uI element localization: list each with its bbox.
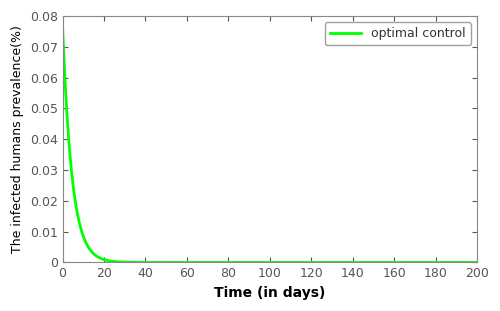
optimal control (421, 261, 427, 264)
Line: optimal control: optimal control (62, 26, 477, 262)
optimal control (218, 261, 224, 264)
optimal control (132, 261, 138, 264)
optimal control (107, 259, 113, 263)
Y-axis label: The infected humans prevalence(%): The infected humans prevalence(%) (11, 26, 24, 253)
optimal control (466, 261, 472, 264)
optimal control (236, 261, 242, 264)
optimal control (60, 24, 66, 27)
Legend: optimal control: optimal control (325, 22, 470, 45)
X-axis label: Time (in days): Time (in days) (214, 286, 326, 300)
optimal control (474, 261, 480, 264)
